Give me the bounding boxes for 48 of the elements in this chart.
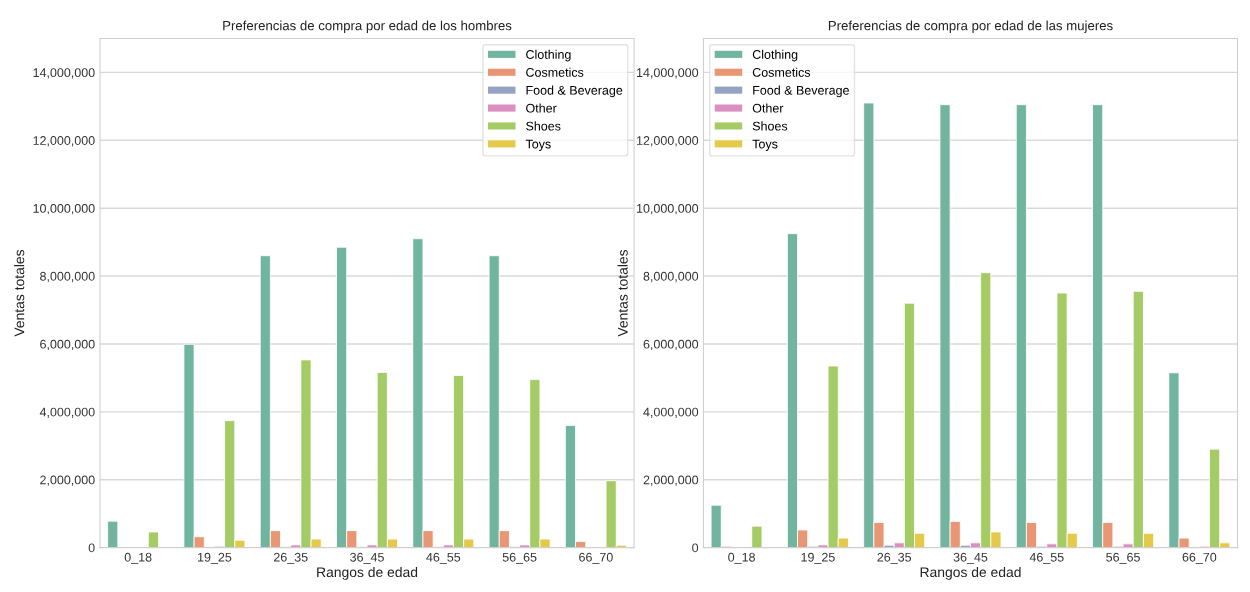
y-tick-label: 4,000,000: [39, 407, 95, 418]
y-tick-label: 0: [692, 543, 699, 553]
x-tick-label: 0_18: [124, 552, 152, 564]
legend-label: Toys: [752, 139, 778, 151]
y-tick-label: 10,000,000: [33, 203, 95, 215]
y-tick-label: 0: [88, 543, 95, 553]
x-axis-title: Rangos de edad: [317, 566, 418, 580]
x-tick-label: 19_25: [801, 552, 835, 564]
x-tick-label: 19_25: [198, 552, 232, 564]
x-tick-label: 26_35: [877, 552, 912, 564]
legend-label: Cosmetics: [752, 67, 811, 77]
x-tick-label: 56_65: [502, 552, 537, 564]
y-tick-label: 10,000,000: [637, 203, 699, 215]
chart-title: Preferencias de compra por edad de las mujeres: [828, 20, 1113, 33]
y-tick-label: 8,000,000: [643, 271, 699, 283]
legend-label: Shoes: [526, 121, 561, 131]
y-tick-label: 6,000,000: [40, 339, 95, 351]
legend-label: Clothing: [526, 49, 571, 62]
y-tick-label: 2,000,000: [643, 475, 699, 486]
y-tick-label: 12,000,000: [637, 136, 699, 147]
y-tick-label: 12,000,000: [33, 136, 95, 147]
y-axis-title: Ventas totales: [14, 249, 25, 337]
y-tick-label: 2,000,000: [40, 475, 95, 486]
y-tick-label: 8,000,000: [40, 271, 95, 283]
legend-label: Cosmetics: [526, 67, 584, 77]
y-tick-label: 14,000,000: [637, 68, 699, 79]
legend-label: Shoes: [752, 121, 788, 131]
x-tick-label: 36_45: [350, 552, 384, 564]
legend-label: Food & Beverage: [526, 85, 623, 98]
y-tick-label: 4,000,000: [643, 407, 699, 418]
legend-label: Clothing: [752, 49, 798, 62]
y-tick-label: 6,000,000: [643, 339, 699, 351]
x-tick-label: 66_70: [579, 552, 613, 564]
x-tick-label: 0_18: [728, 552, 755, 564]
x-tick-label: 36_45: [953, 552, 988, 564]
y-tick-label: 14,000,000: [33, 68, 95, 79]
x-tick-label: 46_55: [426, 552, 461, 564]
legend-label: Food & Beverage: [753, 85, 849, 98]
x-axis-title: Rangos de edad: [920, 566, 1021, 580]
x-tick-label: 66_70: [1182, 552, 1217, 564]
legend-label: Toys: [525, 139, 551, 151]
x-tick-label: 56_65: [1106, 552, 1140, 564]
y-axis-title: Ventas totales: [617, 249, 628, 337]
chart-title: Preferencias de compra por edad de los hombres: [223, 20, 512, 33]
x-tick-label: 46_55: [1029, 552, 1064, 564]
legend-label: Other: [526, 103, 557, 113]
legend-label: Other: [752, 103, 784, 113]
x-tick-label: 26_35: [273, 552, 308, 564]
